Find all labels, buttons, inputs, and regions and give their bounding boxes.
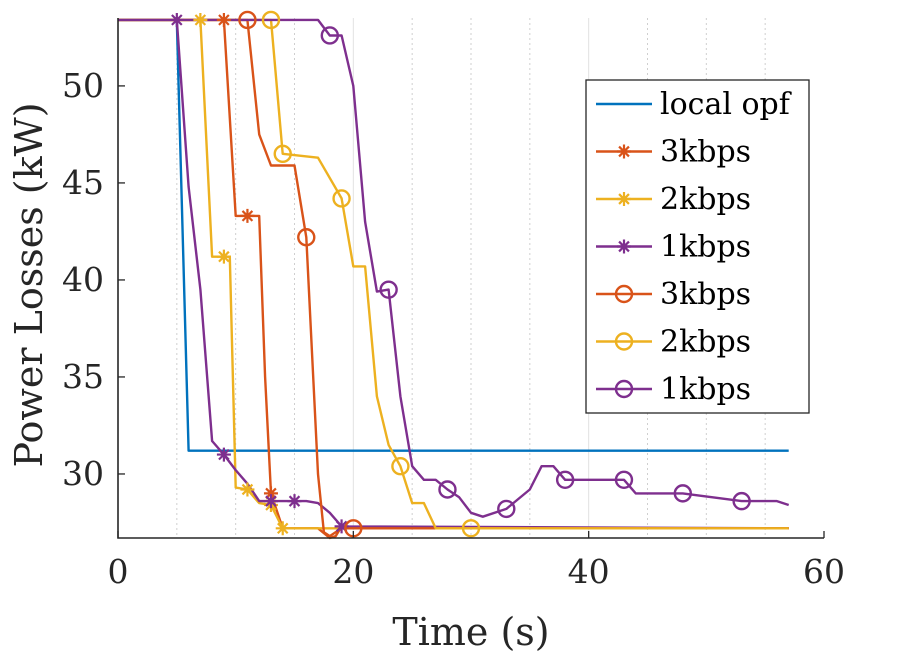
data-point-1kbps-circle [614,470,634,489]
series-line-2kbps-circle [118,18,789,530]
legend-label-2kbps: 2kbps [660,325,751,360]
legend-marker-1kbps-circle [614,379,634,399]
data-point-1kbps-circle [732,491,751,511]
x-axis-title: Time (s) [392,610,549,654]
x-axis: 0 20 40 60 [108,531,845,591]
legend-label-1kbps: 1kbps [660,372,751,407]
data-point-2kbps-circle [461,519,481,538]
y-tick-label: 30 [62,454,104,493]
data-point-2kbps-star [193,12,208,27]
data-point-1kbps-star [334,519,349,534]
x-tick-label: 60 [803,552,845,591]
data-point-2kbps-star [275,521,290,536]
legend-label-2kbps: 2kbps [660,182,751,217]
data-point-1kbps-star [263,494,278,509]
data-point-3kbps-star [240,208,255,223]
data-point-2kbps-star [240,482,255,497]
x-tick-label: 0 [108,552,129,591]
y-tick-label: 40 [62,260,104,299]
data-point-1kbps-circle [497,499,516,519]
y-axis: 30 35 40 45 50 [62,66,125,493]
data-point-1kbps-star [287,494,302,509]
data-point-1kbps-circle [379,280,398,299]
series-markers [169,10,751,538]
legend-marker-3kbps-star [617,144,631,159]
data-point-2kbps-circle [391,457,410,476]
legend-marker-2kbps-star [617,192,631,206]
data-point-1kbps-star [169,12,184,27]
data-point-2kbps-star [216,249,231,264]
legend-marker-3kbps-circle [614,284,634,304]
data-point-3kbps-circle [238,10,257,30]
data-point-3kbps-star [216,12,231,27]
series-line-2kbps-star [118,18,789,530]
y-axis-title: Power Losses (kW) [7,102,51,467]
data-point-2kbps-circle [273,144,292,164]
legend-label-3kbps: 3kbps [660,135,751,170]
legend-label-local-opf: local opf [660,87,792,122]
y-tick-label: 45 [62,163,104,202]
legend-label-1kbps: 1kbps [660,230,751,265]
series-line-1kbps-circle [118,18,790,518]
data-point-3kbps-circle [297,228,316,247]
legend-marker-1kbps-star [617,239,631,254]
data-point-1kbps-circle [555,470,575,489]
x-tick-label: 20 [332,552,374,591]
data-point-2kbps-circle [332,189,351,208]
legend-label-3kbps: 3kbps [660,277,751,312]
x-tick-label: 40 [568,552,610,591]
data-point-1kbps-circle [320,26,339,45]
data-point-1kbps-circle [438,480,457,499]
data-point-3kbps-star [263,486,278,501]
data-point-2kbps-circle [261,10,281,30]
data-point-1kbps-star [216,447,231,462]
legend: local opf 3kbps 2kbps 1kbps 3kbps 2kbps 1kbps [585,79,810,414]
y-tick-label: 35 [62,357,104,396]
y-tick-label: 50 [62,66,104,105]
legend-marker-2kbps-circle [614,332,634,351]
data-point-1kbps-circle [673,484,692,503]
series-line-3kbps-circle [118,18,789,538]
